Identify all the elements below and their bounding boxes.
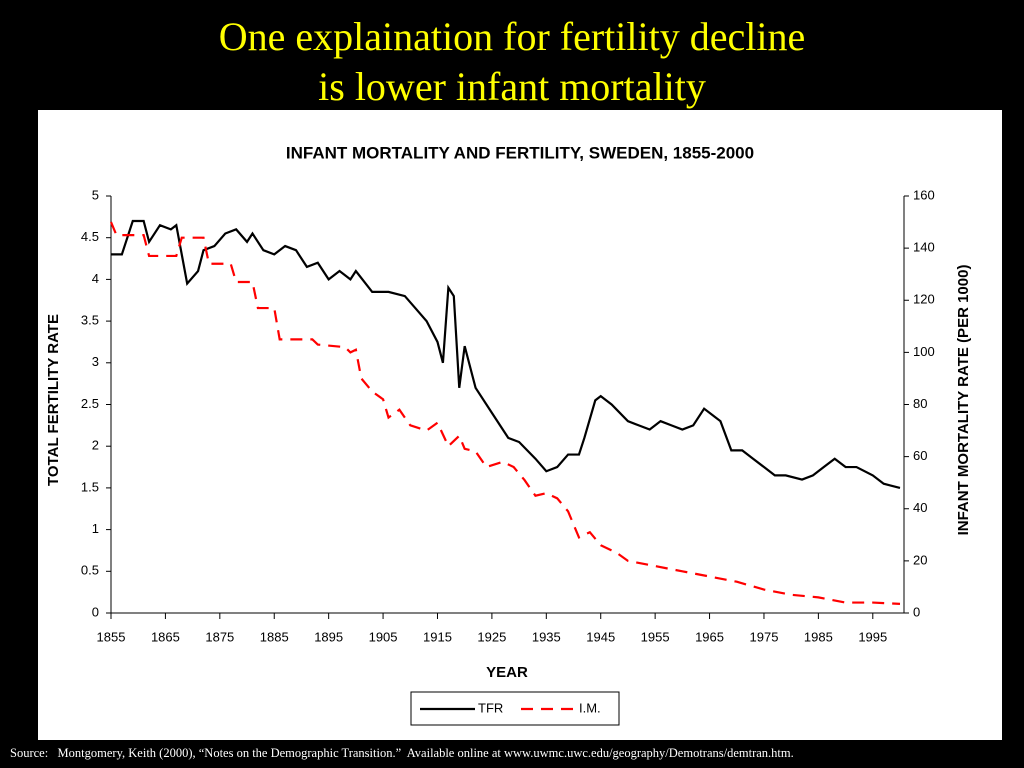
y-tick-label: 4 [92,271,99,286]
x-axis-label: YEAR [486,664,528,681]
legend-label: TFR [478,700,503,715]
y-tick-label: 1.5 [81,479,99,494]
y-tick-label: 1 [92,521,99,536]
y2-tick-label: 20 [913,552,927,567]
slide-title: is lower infant mortality [318,64,706,109]
y-tick-label: 3.5 [81,313,99,328]
x-tick-label: 1975 [750,629,779,644]
y2-tick-label: 100 [913,344,935,359]
y2-tick-label: 40 [913,500,927,515]
x-tick-label: 1995 [858,629,887,644]
y2-tick-label: 160 [913,187,935,202]
x-tick-label: 1965 [695,629,724,644]
y2-tick-label: 60 [913,448,927,463]
x-tick-label: 1865 [151,629,180,644]
x-tick-label: 1875 [205,629,234,644]
legend-label: I.M. [579,700,601,715]
y2-tick-label: 0 [913,604,920,619]
y-tick-label: 0.5 [81,563,99,578]
x-tick-label: 1925 [477,629,506,644]
x-tick-label: 1895 [314,629,343,644]
x-tick-label: 1935 [532,629,561,644]
source: Source: Montgomery, Keith (2000), “Notes… [10,746,794,760]
chart-panel [38,110,1002,740]
x-tick-label: 1855 [97,629,126,644]
series-line [109,221,901,605]
y-tick-label: 2.5 [81,396,99,411]
y-tick-label: 3 [92,354,99,369]
y2-tick-label: 80 [913,396,927,411]
series-line [111,219,901,489]
x-tick-label: 1945 [586,629,615,644]
y-tick-label: 4.5 [81,229,99,244]
x-tick-label: 1915 [423,629,452,644]
slide-title: One explaination for fertility decline [219,14,805,59]
y-axis-label: TOTAL FERTILITY RATE [45,314,62,486]
x-tick-label: 1905 [369,629,398,644]
y2-tick-label: 120 [913,292,935,307]
y-tick-label: 0 [92,604,99,619]
y2-tick-label: 140 [913,240,935,255]
y2-axis-label: INFANT MORTALITY RATE (PER 1000) [955,265,972,536]
x-tick-label: 1885 [260,629,289,644]
x-tick-label: 1985 [804,629,833,644]
x-tick-label: 1955 [641,629,670,644]
y-tick-label: 5 [92,187,99,202]
chart-title: INFANT MORTALITY AND FERTILITY, SWEDEN, … [286,143,754,162]
y-tick-label: 2 [92,438,99,453]
